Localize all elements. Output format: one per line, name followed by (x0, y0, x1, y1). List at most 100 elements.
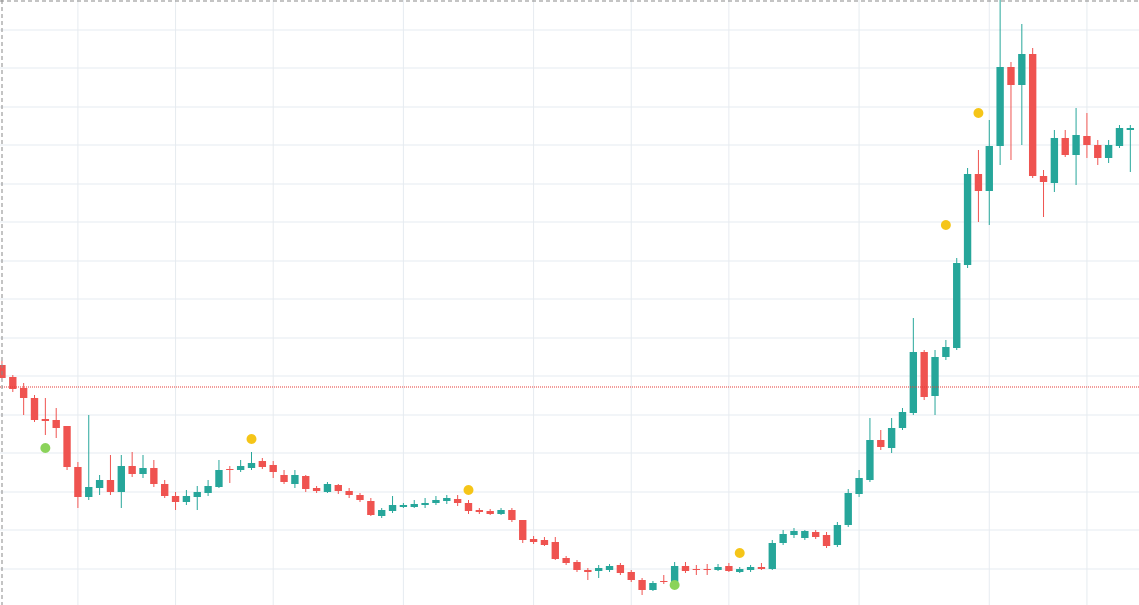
candle-body (30, 398, 39, 420)
candle-body (1126, 128, 1135, 130)
candle-body (638, 580, 646, 590)
candle-body (464, 503, 473, 511)
candle-body (855, 478, 863, 494)
candle-body (486, 511, 494, 514)
candle-body (443, 498, 451, 501)
candle-body (247, 463, 256, 468)
candle-body (1094, 145, 1102, 158)
candle-body (312, 488, 321, 491)
candle-body (399, 505, 408, 507)
candle-body (1061, 138, 1069, 155)
candle-body (302, 476, 310, 489)
candle-body (41, 419, 50, 421)
candle-body (573, 562, 581, 570)
candle-body (497, 510, 505, 514)
candle-body (280, 475, 288, 482)
candle-body (714, 567, 722, 570)
candle-body (63, 426, 71, 467)
candle-body (1050, 138, 1059, 183)
candle-body (627, 572, 635, 580)
candle-body (692, 569, 701, 570)
candle-body (649, 583, 657, 590)
candle-body (779, 534, 787, 543)
candle-body (670, 566, 679, 582)
candle-body (833, 525, 842, 545)
candle-body (931, 357, 939, 396)
candle-body (117, 466, 125, 492)
candle-body (106, 480, 115, 492)
candle-body (367, 501, 375, 515)
candle-body (323, 484, 332, 492)
candle-body (877, 440, 885, 447)
candle-body (844, 493, 852, 525)
candle-body (1104, 145, 1113, 158)
candle-body (974, 174, 983, 191)
candle-body (1007, 67, 1015, 85)
candle-body (291, 475, 299, 484)
candle-body (334, 485, 342, 491)
candle-body (551, 542, 559, 559)
signal-marker (973, 108, 984, 118)
candle-body (1072, 135, 1080, 155)
candle-body (822, 535, 831, 546)
signal-marker (940, 220, 951, 230)
candle-body (475, 510, 484, 512)
candle-body (898, 412, 907, 428)
candle-body (19, 388, 28, 398)
candle-body (258, 461, 267, 467)
candle-body (540, 540, 549, 545)
candle-body (1018, 54, 1026, 85)
candle-body (182, 496, 191, 502)
candle-body (660, 581, 668, 582)
candle-body (204, 486, 212, 493)
candle-body (985, 146, 993, 191)
candle-body (410, 504, 418, 507)
candle-body (519, 520, 527, 540)
candle-body (150, 468, 158, 484)
candle-body (746, 567, 755, 570)
candle-body (920, 352, 928, 397)
candle-body (226, 469, 234, 470)
candle-body (909, 352, 918, 413)
candle-body (1083, 136, 1091, 145)
candle-body (942, 347, 950, 357)
candle-body (0, 365, 6, 378)
candle-body (139, 468, 147, 474)
signal-marker (40, 443, 51, 453)
candle-body (171, 496, 180, 502)
signal-marker (463, 485, 474, 495)
candle-body (85, 487, 93, 497)
candle-body (736, 569, 744, 572)
candle-body (356, 495, 364, 500)
candle-body (681, 566, 690, 571)
candle-body (1028, 54, 1037, 176)
candle-body (790, 531, 798, 535)
candle-body (215, 470, 223, 487)
candle-body (605, 566, 614, 570)
signal-marker (669, 580, 680, 590)
candle-body (811, 532, 820, 537)
candle-body (269, 465, 277, 472)
candle-body (703, 569, 711, 570)
candle-body (725, 566, 733, 571)
candle-body (74, 467, 82, 497)
candle-body (508, 510, 516, 520)
candle-body (866, 440, 874, 480)
candle-body (1039, 176, 1048, 182)
candle-body (996, 67, 1004, 146)
candle-body (768, 543, 776, 569)
candle-body (9, 377, 17, 389)
candle-body (953, 263, 961, 348)
candle-body (128, 466, 136, 474)
candle-body (594, 568, 603, 571)
candle-body (963, 174, 972, 265)
candle-body (378, 510, 386, 516)
candle-body (757, 567, 766, 569)
candle-body (388, 505, 397, 511)
candle-body (584, 570, 592, 572)
candle-body (236, 466, 245, 470)
candle-body (453, 499, 462, 503)
candle-body (161, 484, 169, 496)
